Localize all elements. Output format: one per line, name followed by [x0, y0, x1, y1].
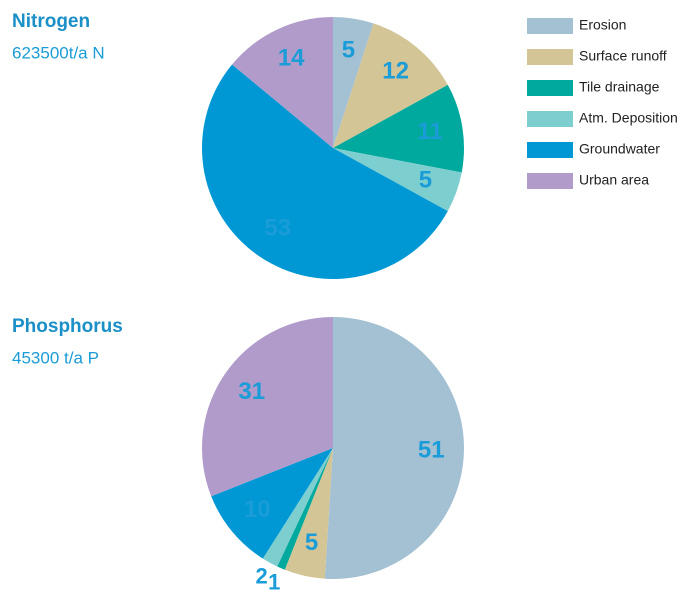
legend-label: Urban area — [579, 172, 649, 188]
data-label: 5 — [419, 167, 432, 194]
pie-slice — [324, 317, 464, 579]
pie-slice — [333, 23, 448, 148]
pie-slice — [211, 448, 333, 559]
legend-swatch — [527, 173, 573, 189]
chart-title: Nitrogen — [12, 11, 90, 32]
data-label: 53 — [264, 215, 291, 242]
legend-swatch — [527, 111, 573, 127]
data-label: 1 — [268, 570, 280, 595]
data-label: 14 — [278, 44, 305, 71]
pie-slice — [262, 448, 333, 567]
data-label: 12 — [382, 58, 409, 85]
chart-subtitle: 623500t/a N — [12, 43, 105, 62]
pie-slice — [232, 17, 333, 148]
legend-label: Atm. Deposition — [579, 110, 678, 126]
legend-label: Erosion — [579, 17, 626, 33]
legend-swatch — [527, 18, 573, 34]
chart-subtitle: 45300 t/a P — [12, 348, 99, 367]
pie-slice — [284, 448, 333, 579]
legend-swatch — [527, 49, 573, 65]
legend-label: Tile drainage — [579, 79, 660, 95]
pie-slice — [277, 448, 333, 570]
legend-swatch — [527, 80, 573, 96]
data-label: 5 — [305, 529, 318, 556]
pie-slice — [333, 84, 464, 173]
data-label: 5 — [342, 36, 355, 63]
pie-slice — [333, 17, 374, 148]
data-label: 51 — [418, 436, 445, 463]
chart-title: Phosphorus — [12, 316, 123, 337]
pie-slice — [201, 64, 448, 280]
pie-slice — [202, 317, 333, 497]
data-label: 31 — [238, 378, 265, 405]
data-label: 2 — [256, 564, 268, 589]
data-label: 11 — [417, 118, 442, 145]
legend-swatch — [527, 142, 573, 158]
data-label: 10 — [244, 496, 271, 523]
pie-slice — [333, 148, 462, 212]
legend-label: Surface runoff — [579, 48, 667, 64]
legend-label: Groundwater — [579, 141, 660, 157]
